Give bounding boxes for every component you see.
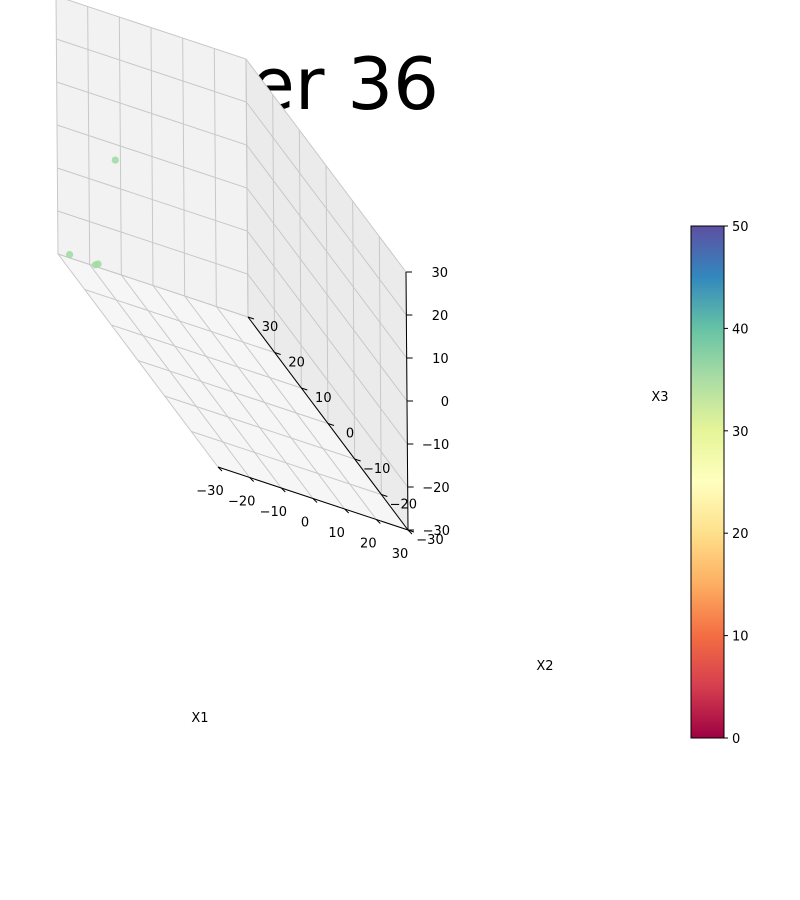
y-tick-label: −10 [363, 462, 390, 477]
x-tick-label: −30 [196, 484, 223, 499]
y-tick-mark [247, 316, 255, 320]
z-tick-label: −30 [423, 524, 450, 539]
x-tick-label: −20 [228, 495, 255, 510]
y-axis-label: X2 [536, 659, 553, 674]
y-tick-mark [354, 458, 361, 462]
x-tick-label: 10 [328, 526, 345, 541]
z-tick-label: 0 [441, 395, 449, 410]
x-tick-label: 30 [392, 547, 409, 562]
colorbar-tick-label: 40 [732, 322, 749, 337]
colorbar-gradient [690, 225, 725, 739]
y-tick-label: 20 [288, 356, 305, 371]
x-tick-mark [249, 477, 255, 482]
x-tick-label: 0 [301, 516, 309, 531]
z-tick-label: 20 [432, 309, 449, 324]
colorbar-tick-label: 10 [732, 630, 749, 645]
y-tick-label: 30 [262, 320, 279, 335]
z-tick-label: 10 [432, 352, 449, 367]
axis-labels: X1 X2 X3 [191, 390, 668, 726]
colorbar-tick-label: 30 [732, 425, 749, 440]
y-tick-label: 0 [346, 427, 354, 442]
data-point [91, 261, 100, 269]
x-tick-mark [312, 498, 318, 503]
y-tick-mark [301, 387, 308, 391]
colorbar-tick-label: 50 [732, 220, 749, 235]
gridline-z [66, 0, 407, 273]
x-tick-label: 20 [360, 537, 377, 552]
axes-panes [56, 0, 408, 530]
z-tick-label: 30 [431, 266, 448, 281]
colorbar-tick-label: 0 [732, 732, 740, 747]
data-point [66, 251, 74, 259]
x-tick-mark [217, 466, 223, 472]
data-point [111, 156, 119, 164]
y-tick-mark [381, 494, 388, 497]
colorbar: 0 10 20 30 40 50 [690, 220, 749, 747]
x-tick-label: −10 [260, 505, 287, 520]
y-tick-label: −30 [416, 533, 443, 548]
y-tick-mark [274, 352, 281, 355]
z-tick-label: −10 [422, 438, 449, 453]
z-axis-label: X3 [651, 390, 668, 405]
axes-lines [217, 271, 415, 535]
z-tick-label: −20 [422, 481, 449, 496]
data-points [66, 156, 119, 269]
tick-labels: −30−30−30−20 −20−20−10−10−100001010102020… [196, 266, 450, 562]
colorbar-tick-label: 20 [732, 527, 749, 542]
y-tick-label: −20 [390, 498, 417, 513]
y-tick-label: 10 [315, 391, 332, 406]
x-tick-mark [344, 508, 350, 514]
x-tick-mark [280, 487, 286, 493]
x-tick-mark [375, 519, 381, 524]
x-axis-label: X1 [191, 711, 208, 726]
x-tick-mark [407, 529, 413, 535]
y-tick-mark [327, 423, 335, 426]
